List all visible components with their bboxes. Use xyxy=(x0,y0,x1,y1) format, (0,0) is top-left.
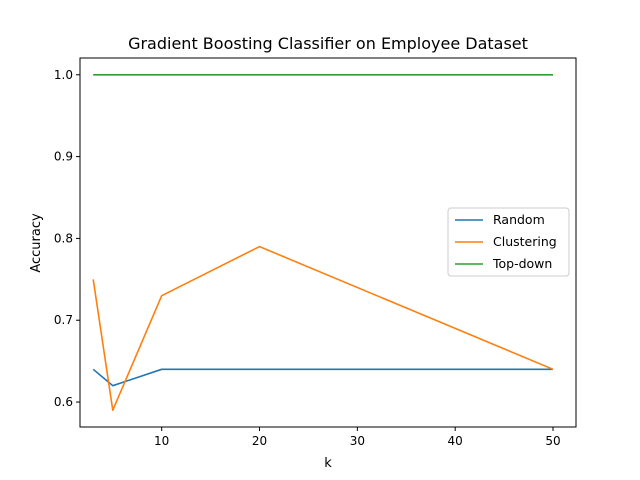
x-tick-label: 10 xyxy=(154,434,169,448)
series-line-random xyxy=(92,368,554,387)
y-tick-label: 0.8 xyxy=(54,231,73,245)
x-tick-label: 50 xyxy=(545,434,560,448)
legend-label-top-down: Top-down xyxy=(492,256,552,271)
y-tick-label: 0.9 xyxy=(54,150,73,164)
x-tick-label: 40 xyxy=(448,434,463,448)
chart-title: Gradient Boosting Classifier on Employee… xyxy=(128,34,528,53)
x-axis-label: k xyxy=(324,456,332,471)
legend-label-clustering: Clustering xyxy=(493,234,557,249)
y-axis-label: Accuracy xyxy=(29,213,44,273)
plot-area: 10 20 30 40 50 0.6 0.7 0.8 0.9 1.0 Random Clusterin… xyxy=(54,57,577,448)
y-tick-label: 0.7 xyxy=(54,313,73,327)
y-tick-label: 0.6 xyxy=(54,395,73,409)
axes-frame xyxy=(79,57,577,428)
legend-box xyxy=(447,207,570,277)
y-tick-label: 1.0 xyxy=(54,68,73,82)
x-tick-label: 20 xyxy=(252,434,267,448)
legend-label-random: Random xyxy=(493,212,545,227)
x-tick-label: 30 xyxy=(350,434,365,448)
series-line-clustering xyxy=(92,245,554,412)
